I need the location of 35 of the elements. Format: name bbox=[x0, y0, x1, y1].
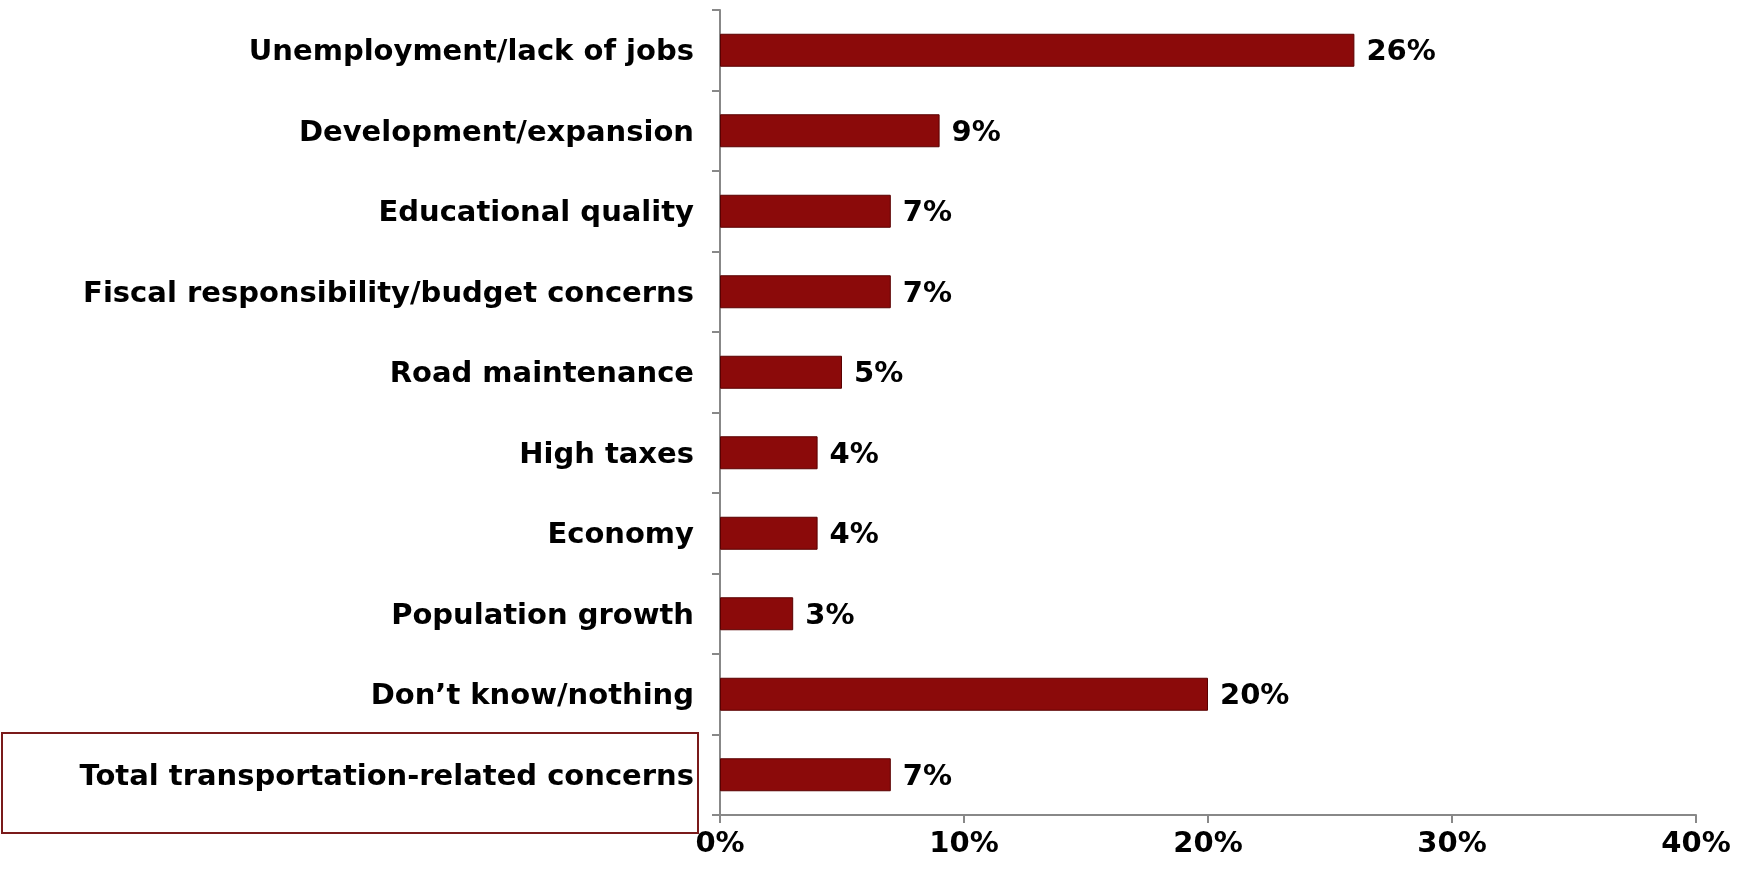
bar bbox=[720, 677, 1208, 711]
x-tick-label: 40% bbox=[1661, 824, 1731, 859]
bar bbox=[720, 355, 842, 389]
bar bbox=[720, 33, 1355, 67]
y-tick-label: Unemployment/lack of jobs bbox=[248, 33, 694, 68]
bar bbox=[720, 194, 891, 228]
x-tick-label: 10% bbox=[929, 824, 999, 859]
y-tick-label: Road maintenance bbox=[389, 355, 694, 390]
y-tick-label: Educational quality bbox=[378, 194, 695, 229]
bar bbox=[720, 597, 794, 631]
x-tick-label: 0% bbox=[695, 824, 745, 859]
data-label: 9% bbox=[951, 113, 1001, 148]
y-tick-label: Economy bbox=[547, 516, 695, 551]
bar bbox=[720, 114, 940, 148]
data-label: 4% bbox=[829, 516, 879, 551]
bar bbox=[720, 758, 891, 792]
data-label: 5% bbox=[854, 355, 904, 390]
y-tick-label: High taxes bbox=[519, 435, 694, 470]
data-label: 7% bbox=[902, 757, 953, 792]
y-tick-label: Development/expansion bbox=[298, 113, 694, 148]
y-tick-label: Don’t know/nothing bbox=[370, 677, 694, 712]
data-label: 4% bbox=[829, 435, 879, 470]
data-label: 20% bbox=[1220, 677, 1290, 712]
x-tick-label: 30% bbox=[1417, 824, 1487, 859]
y-tick-label: Fiscal responsibility/budget concerns bbox=[83, 274, 694, 309]
y-tick-label: Population growth bbox=[391, 596, 694, 631]
data-label: 7% bbox=[902, 194, 953, 229]
bar bbox=[720, 275, 891, 309]
data-label: 3% bbox=[805, 596, 855, 631]
x-tick-label: 20% bbox=[1173, 824, 1243, 859]
bar bbox=[720, 436, 818, 470]
data-label: 26% bbox=[1366, 33, 1436, 68]
y-tick-label: Total transportation-related concerns bbox=[79, 757, 694, 792]
data-label: 7% bbox=[902, 274, 953, 309]
bar bbox=[720, 516, 818, 550]
